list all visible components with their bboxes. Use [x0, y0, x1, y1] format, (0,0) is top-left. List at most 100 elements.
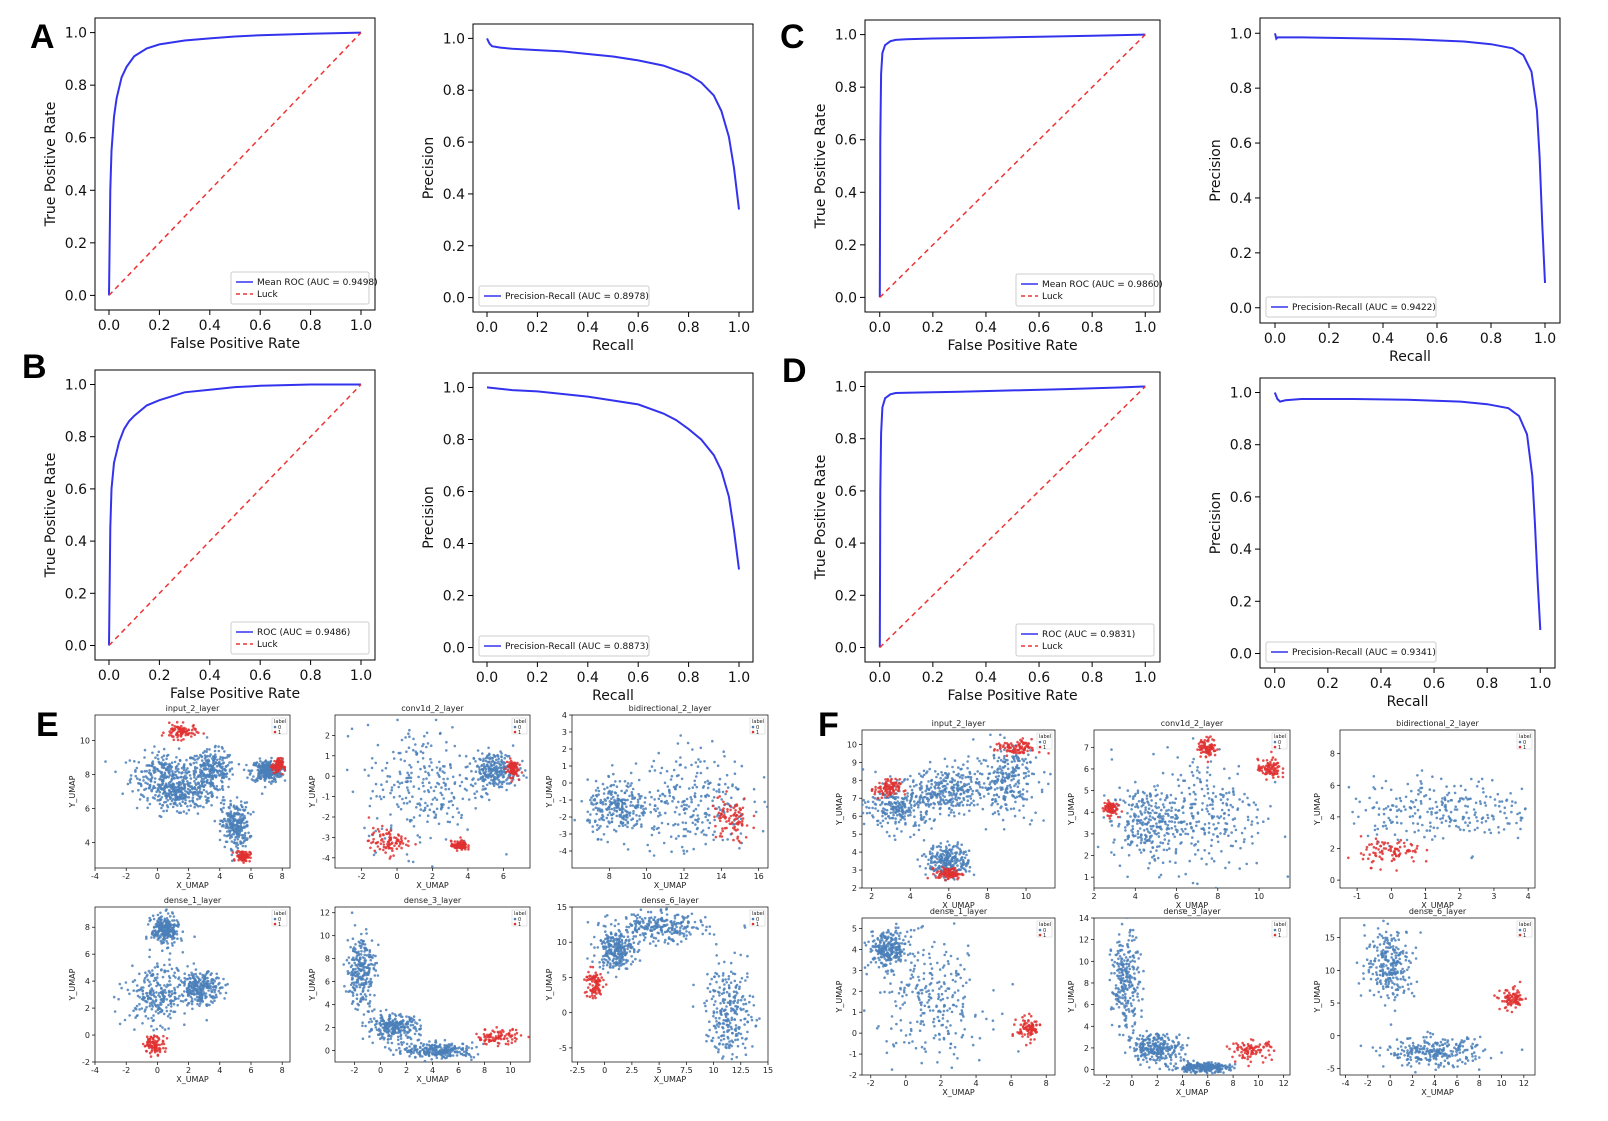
- umap-point-1: [187, 728, 190, 731]
- umap-point-0: [142, 986, 145, 989]
- umap-point-0: [419, 1027, 423, 1030]
- umap-point-0: [403, 1029, 407, 1033]
- umap-point-0: [738, 847, 741, 850]
- umap-point-0: [390, 1031, 393, 1034]
- umap-point-0: [602, 792, 606, 795]
- umap-point-1: [394, 836, 398, 840]
- umap-point-0: [629, 784, 632, 787]
- umap-point-0: [487, 767, 491, 771]
- umap-point-0: [220, 819, 224, 823]
- y-tick-label: 0.8: [1230, 438, 1252, 454]
- umap-point-0: [376, 974, 380, 977]
- umap-point-0: [203, 757, 207, 760]
- umap-point-0: [128, 992, 131, 996]
- umap-point-0: [466, 828, 469, 831]
- y-tick-label: -3: [559, 830, 567, 839]
- umap-point-0: [259, 760, 262, 763]
- umap-point-0: [621, 803, 624, 807]
- y-tick-label: 0.4: [65, 534, 87, 550]
- umap-point-0: [403, 1026, 407, 1029]
- umap-point-0: [211, 771, 214, 775]
- umap-point-0: [349, 945, 352, 949]
- umap-point-0: [159, 939, 162, 943]
- umap-point-1: [450, 840, 453, 843]
- umap-point-0: [487, 746, 490, 750]
- umap-point-0: [694, 807, 698, 811]
- x-tick-label: 0.6: [249, 318, 271, 334]
- umap-point-0: [222, 977, 225, 981]
- umap-point-0: [712, 788, 716, 791]
- umap-point-0: [429, 744, 433, 747]
- umap-point-0: [425, 1043, 429, 1046]
- umap-point-0: [151, 760, 155, 763]
- umap-point-0: [608, 800, 612, 803]
- umap-point-0: [408, 763, 411, 767]
- umap-point-0: [225, 775, 228, 779]
- panel-label-e: E: [36, 706, 59, 744]
- umap-point-0: [621, 824, 625, 827]
- umap-point-0: [264, 759, 268, 762]
- umap-point-0: [215, 976, 219, 979]
- umap-point-0: [491, 757, 494, 760]
- umap-point-0: [739, 832, 743, 835]
- y-tick-label: 0.6: [443, 135, 465, 151]
- umap-point-0: [223, 750, 226, 753]
- umap-point-0: [245, 824, 248, 828]
- umap-point-0: [136, 984, 139, 987]
- umap-point-0: [229, 804, 232, 807]
- umap-point-0: [160, 968, 163, 972]
- y-tick-label: 8: [85, 923, 90, 932]
- umap-point-0: [524, 769, 527, 772]
- umap-point-1: [153, 1046, 157, 1049]
- x-tick-label: -2: [122, 872, 130, 881]
- umap-point-0: [464, 1047, 468, 1050]
- umap-point-0: [407, 859, 411, 863]
- umap-point-0: [596, 786, 600, 790]
- umap-point-0: [476, 764, 479, 768]
- umap-point-0: [148, 971, 152, 974]
- umap-point-0: [217, 989, 221, 993]
- umap-point-0: [205, 986, 208, 989]
- umap-point-0: [117, 997, 120, 1001]
- legend-swatch-0: [513, 725, 517, 729]
- umap-point-0: [601, 800, 605, 804]
- umap-point-0: [146, 1017, 150, 1020]
- umap-point-0: [404, 796, 408, 800]
- umap-point-0: [171, 931, 175, 935]
- umap-point-0: [186, 787, 190, 791]
- umap-point-0: [680, 777, 684, 781]
- umap-point-0: [242, 825, 246, 829]
- umap-point-0: [733, 760, 737, 763]
- umap-point-0: [223, 817, 226, 821]
- umap-point-0: [405, 1021, 409, 1025]
- umap-point-0: [678, 813, 681, 816]
- umap-point-0: [270, 780, 274, 783]
- y-tick-label: 0.8: [835, 80, 857, 96]
- umap-point-0: [379, 797, 383, 801]
- umap-point-1: [388, 846, 391, 850]
- umap-point-0: [361, 995, 365, 999]
- umap-point-0: [702, 833, 706, 836]
- umap-point-0: [140, 784, 143, 788]
- umap-point-0: [500, 782, 504, 786]
- umap-point-0: [363, 943, 367, 946]
- umap-point-0: [160, 756, 164, 759]
- chart-A-pr: 0.0 0.2 0.4 0.6 0.8 1.00.00.20.40.60.81.0Reca…: [421, 23, 754, 354]
- umap-point-1: [237, 858, 240, 862]
- umap-point-0: [218, 769, 221, 772]
- umap-point-0: [361, 997, 365, 1001]
- umap-point-0: [472, 756, 476, 760]
- umap-point-0: [194, 802, 197, 806]
- umap-point-0: [152, 1001, 156, 1004]
- umap-point-1: [162, 1046, 165, 1050]
- umap-point-0: [670, 850, 673, 853]
- umap-point-0: [186, 790, 189, 794]
- umap-point-0: [182, 810, 186, 813]
- umap-point-0: [399, 1052, 402, 1055]
- umap-point-0: [226, 763, 230, 767]
- umap-point-0: [168, 999, 172, 1003]
- umap-point-0: [740, 764, 744, 768]
- umap-point-0: [256, 765, 260, 768]
- umap-point-0: [481, 788, 485, 791]
- umap-point-0: [638, 795, 641, 798]
